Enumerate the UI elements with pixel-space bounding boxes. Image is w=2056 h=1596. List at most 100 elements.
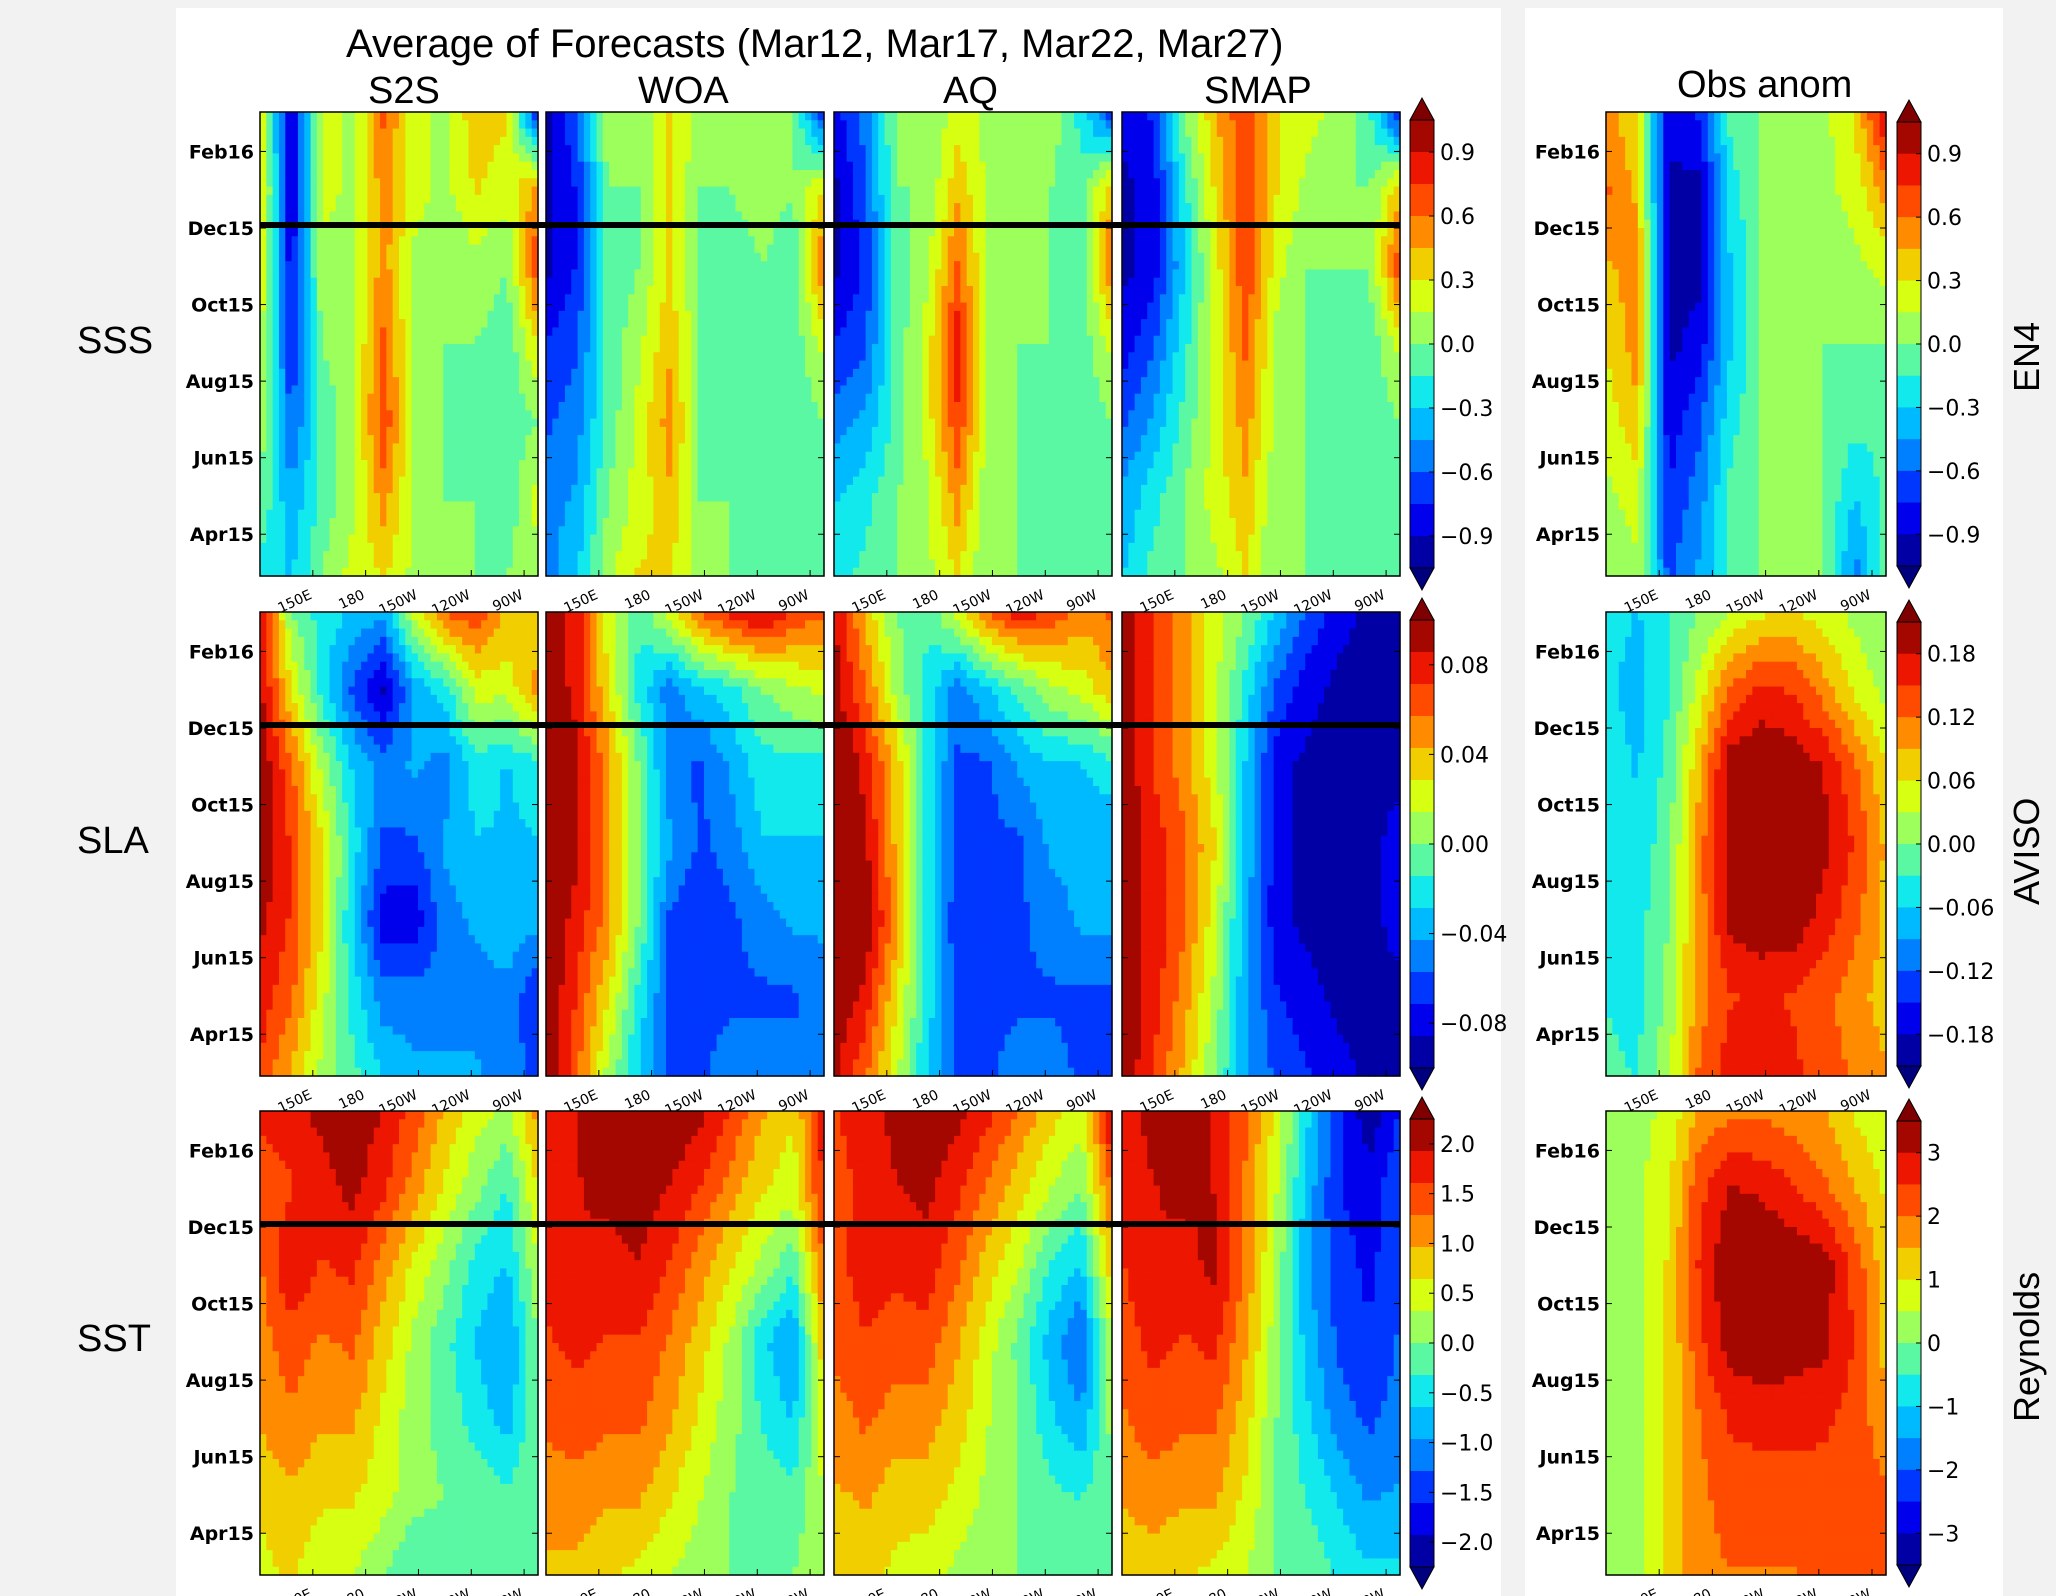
heatmap-cell	[475, 394, 482, 403]
heatmap-cell	[412, 452, 419, 461]
heatmap-cell	[525, 493, 532, 502]
heatmap-cell	[469, 245, 476, 254]
heatmap-cell	[475, 377, 482, 386]
heatmap-cell	[603, 120, 610, 129]
heatmap-cell	[317, 178, 324, 187]
heatmap-cell	[431, 336, 438, 345]
heatmap-cell	[292, 443, 299, 452]
heatmap-cell	[494, 460, 501, 469]
heatmap-cell	[431, 195, 438, 204]
heatmap-cell	[266, 435, 273, 444]
heatmap-cell	[773, 120, 780, 129]
heatmap-cell	[317, 303, 324, 312]
heatmap-cell	[494, 427, 501, 436]
heatmap-cell	[437, 435, 444, 444]
heatmap-cell	[342, 170, 349, 179]
heatmap-cell	[506, 253, 513, 262]
heatmap-cell	[450, 344, 457, 353]
heatmap-cell	[450, 361, 457, 370]
heatmap-cell	[311, 336, 318, 345]
heatmap-cell	[355, 427, 362, 436]
heatmap-cell	[304, 543, 311, 552]
heatmap-cell	[487, 195, 494, 204]
heatmap-cell	[475, 228, 482, 237]
heatmap-cell	[374, 377, 381, 386]
heatmap-cell	[374, 427, 381, 436]
heatmap-cell	[399, 211, 406, 220]
heatmap-cell	[424, 419, 431, 428]
heatmap-cell	[431, 286, 438, 295]
heatmap-cell	[323, 236, 330, 245]
heatmap-cell	[273, 477, 280, 486]
heatmap-cell	[266, 145, 273, 154]
heatmap-cell	[405, 377, 412, 386]
heatmap-cell	[513, 427, 520, 436]
heatmap-cell	[386, 419, 393, 428]
heatmap-cell	[298, 311, 305, 320]
heatmap-cell	[405, 510, 412, 519]
y-tick-label: Apr15	[190, 524, 254, 546]
heatmap-cell	[342, 120, 349, 129]
heatmap-cell	[298, 294, 305, 303]
heatmap-cell	[424, 278, 431, 287]
heatmap-cell	[292, 162, 299, 171]
heatmap-cell	[380, 435, 387, 444]
heatmap-cell	[260, 245, 267, 254]
heatmap-cell	[513, 319, 520, 328]
heatmap-cell	[513, 477, 520, 486]
heatmap-cell	[418, 361, 425, 370]
heatmap-cell	[386, 460, 393, 469]
heatmap-cell	[399, 294, 406, 303]
heatmap-cell	[279, 145, 286, 154]
heatmap-cell	[418, 460, 425, 469]
heatmap-cell	[412, 419, 419, 428]
heatmap-cell	[424, 294, 431, 303]
heatmap-cell	[500, 319, 507, 328]
heatmap-cell	[298, 394, 305, 403]
heatmap-cell	[431, 187, 438, 196]
heatmap-cell	[462, 327, 469, 336]
heatmap-cell	[494, 559, 501, 568]
heatmap-cell	[348, 477, 355, 486]
heatmap-cell	[317, 112, 324, 121]
heatmap-cell	[469, 526, 476, 535]
heatmap-cell	[431, 344, 438, 353]
heatmap-cell	[336, 460, 343, 469]
heatmap-cell	[285, 402, 292, 411]
heatmap-cell	[462, 120, 469, 129]
heatmap-cell	[361, 327, 368, 336]
heatmap-cell	[304, 253, 311, 262]
heatmap-cell	[292, 236, 299, 245]
heatmap-cell	[500, 419, 507, 428]
heatmap-cell	[399, 377, 406, 386]
heatmap-cell	[513, 112, 520, 121]
heatmap-cell	[348, 485, 355, 494]
heatmap-cell	[506, 394, 513, 403]
heatmap-cell	[348, 468, 355, 477]
heatmap-cell	[367, 319, 374, 328]
heatmap-cell	[456, 137, 463, 146]
heatmap-cell	[367, 294, 374, 303]
heatmap-cell	[519, 203, 526, 212]
heatmap-cell	[298, 145, 305, 154]
heatmap-cell	[355, 120, 362, 129]
heatmap-cell	[481, 261, 488, 270]
heatmap-cell	[330, 303, 337, 312]
heatmap-cell	[755, 112, 762, 121]
heatmap-cell	[342, 203, 349, 212]
heatmap-cell	[317, 510, 324, 519]
heatmap-cell	[418, 170, 425, 179]
heatmap-cell	[424, 236, 431, 245]
heatmap-cell	[399, 327, 406, 336]
heatmap-cell	[292, 286, 299, 295]
heatmap-cell	[355, 303, 362, 312]
heatmap-cell	[494, 493, 501, 502]
heatmap-cell	[450, 501, 457, 510]
heatmap-cell	[399, 195, 406, 204]
heatmap-cell	[481, 551, 488, 560]
heatmap-cell	[462, 518, 469, 527]
heatmap-cell	[481, 145, 488, 154]
heatmap-cell	[355, 468, 362, 477]
heatmap-cell	[500, 427, 507, 436]
heatmap-cell	[323, 385, 330, 394]
